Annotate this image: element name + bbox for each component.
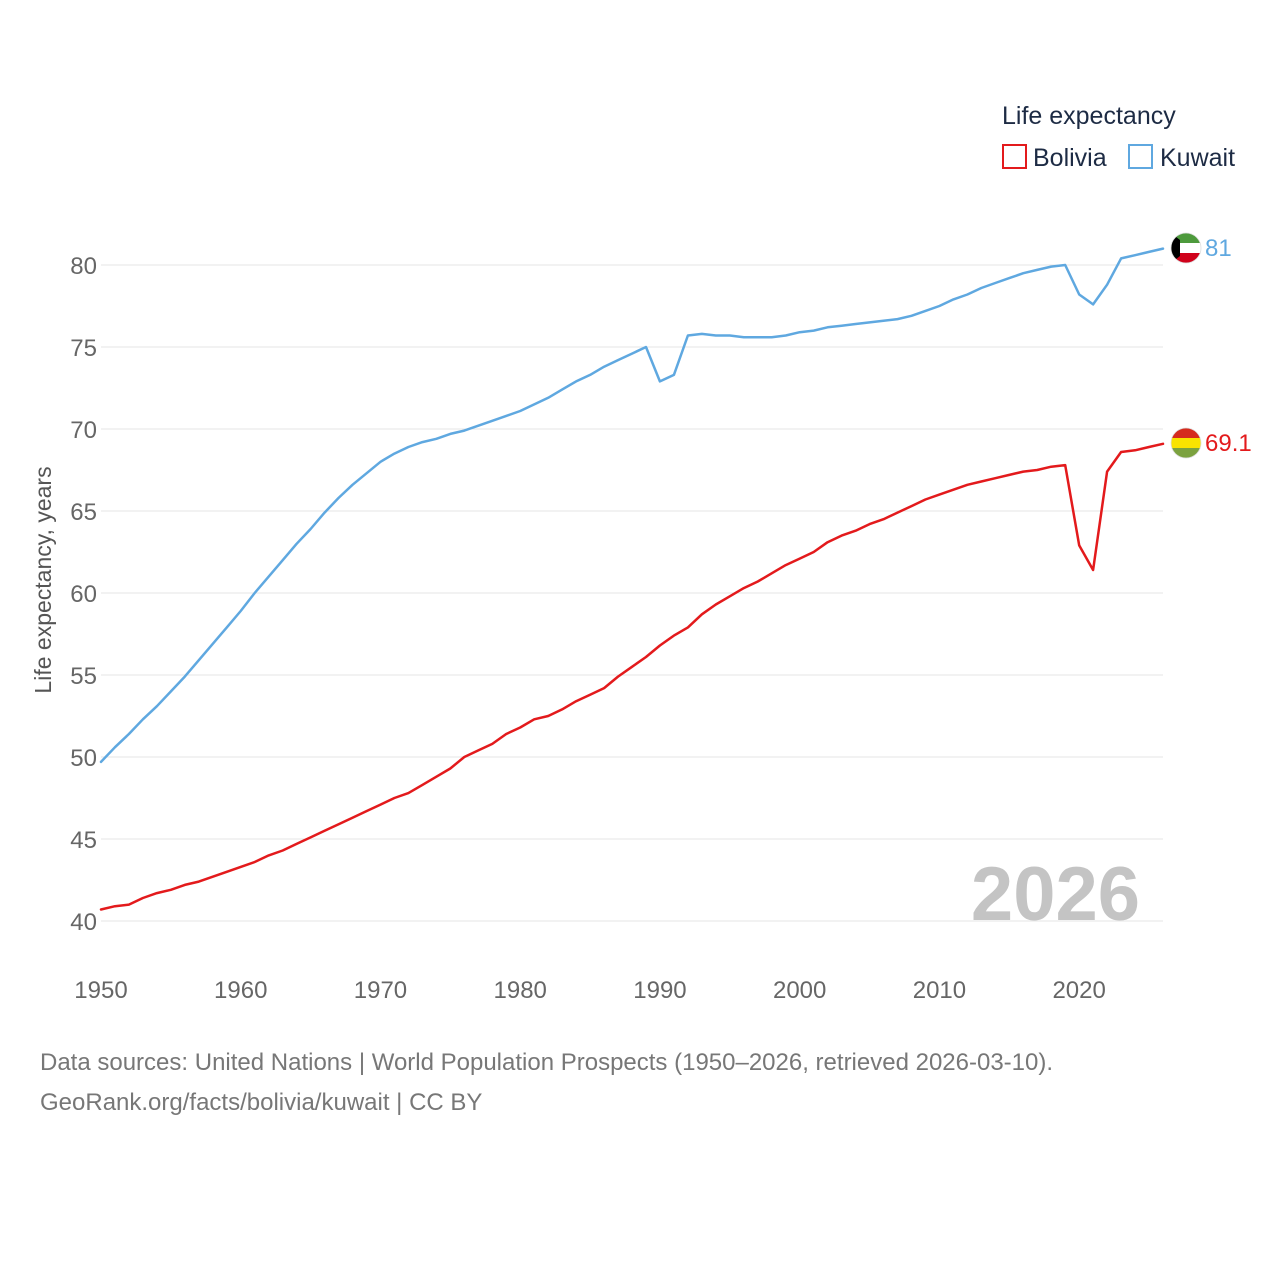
- legend-label-bolivia: Bolivia: [1033, 144, 1107, 172]
- x-tick-label: 1950: [74, 977, 127, 1004]
- legend-swatch-bolivia: [1002, 144, 1027, 169]
- x-axis-ticks: 1950 1960 1970 1980 1990 2000 2010 2020: [74, 977, 1106, 1004]
- legend: Life expectancy Bolivia Kuwait: [1002, 102, 1235, 172]
- y-tick-label: 70: [70, 417, 97, 444]
- x-tick-label: 1960: [214, 977, 267, 1004]
- legend-label-kuwait: Kuwait: [1160, 144, 1235, 172]
- source-note: Data sources: United Nations | World Pop…: [40, 1043, 1260, 1123]
- bolivia-flag-ring: [1170, 427, 1202, 459]
- x-tick-label: 1970: [354, 977, 407, 1004]
- y-tick-label: 50: [70, 745, 97, 772]
- x-tick-label: 1990: [633, 977, 686, 1004]
- bolivia-flag-icon: [1171, 428, 1201, 458]
- current-year-watermark: 2026: [971, 852, 1140, 937]
- y-tick-label: 65: [70, 499, 97, 526]
- y-tick-label: 75: [70, 335, 97, 362]
- kuwait-flag-ring: [1170, 232, 1202, 264]
- y-tick-label: 60: [70, 581, 97, 608]
- series-line-kuwait: [99, 247, 1165, 764]
- x-tick-label: 2020: [1052, 977, 1105, 1004]
- x-tick-label: 2010: [913, 977, 966, 1004]
- y-axis-ticks: 40 45 50 55 60 65 70 75 80: [70, 253, 97, 936]
- end-label-bolivia: 69.1: [1205, 430, 1252, 457]
- legend-swatch-kuwait: [1128, 144, 1153, 169]
- source-line-url: GeoRank.org/facts/bolivia/kuwait | CC BY: [40, 1089, 483, 1116]
- series-lines: [99, 247, 1165, 911]
- x-tick-label: 1980: [494, 977, 547, 1004]
- y-tick-label: 45: [70, 827, 97, 854]
- y-axis-label: Life expectancy, years: [30, 466, 56, 693]
- source-line-data: Data sources: United Nations | World Pop…: [40, 1049, 1054, 1076]
- y-tick-label: 80: [70, 253, 97, 280]
- end-label-kuwait: 81: [1205, 235, 1232, 262]
- y-tick-label: 55: [70, 663, 97, 690]
- legend-title: Life expectancy: [1002, 102, 1176, 130]
- y-tick-label: 40: [70, 909, 97, 936]
- series-line-bolivia: [99, 442, 1165, 911]
- grid-lines: [101, 264, 1163, 922]
- x-tick-label: 2000: [773, 977, 826, 1004]
